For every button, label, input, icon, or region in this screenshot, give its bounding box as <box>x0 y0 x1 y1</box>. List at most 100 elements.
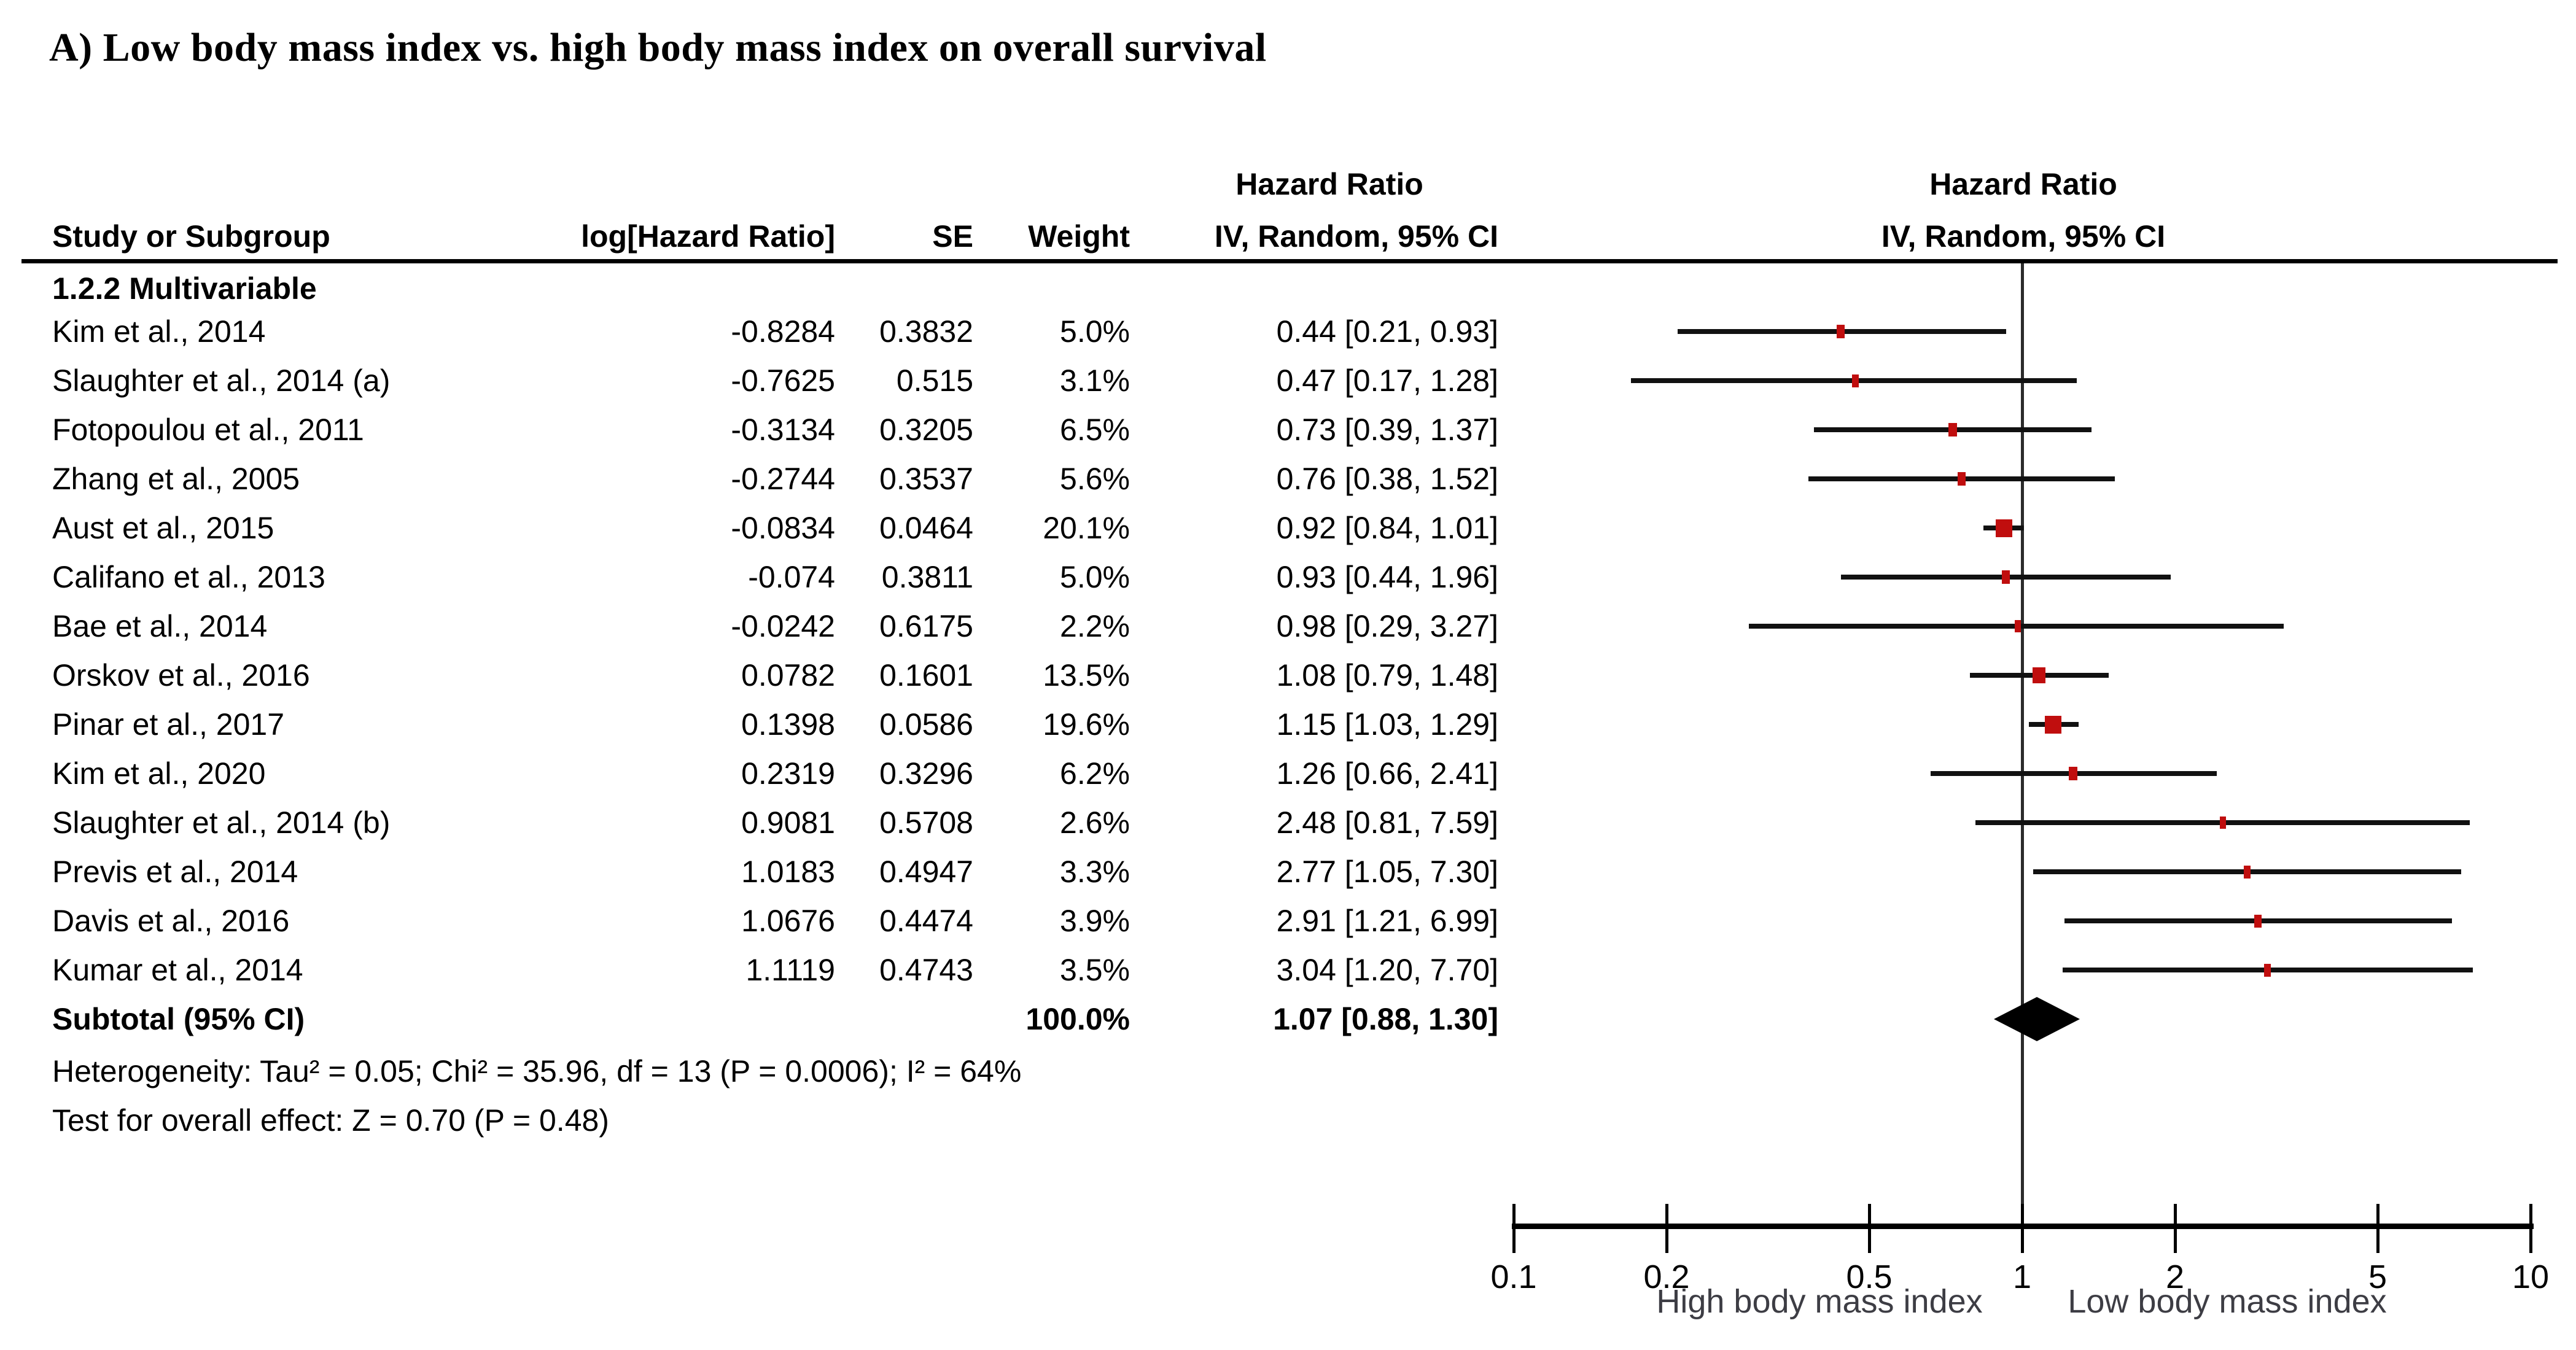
effect-marker <box>2002 570 2010 584</box>
overall-effect-line: Test for overall effect: Z = 0.70 (P = 0… <box>52 1103 609 1138</box>
effect-marker <box>1837 325 1845 338</box>
study-se: 0.3296 <box>879 756 973 791</box>
study-ci: 0.76 [0.38, 1.52] <box>1276 462 1498 496</box>
study-se: 0.3811 <box>881 560 973 594</box>
study-row: Slaughter et al., 2014 (a) -0.7625 0.515 3.… <box>0 356 1535 405</box>
study-row: Previs et al., 2014 1.0183 0.4947 3.3% 2.77 … <box>0 847 1535 896</box>
subtotal-ci: 1.07 [0.88, 1.30] <box>1273 1002 1498 1036</box>
study-loghr: -0.3134 <box>731 413 835 447</box>
effect-marker <box>2045 716 2061 734</box>
study-se: 0.0464 <box>879 511 973 545</box>
column-header-study: Study or Subgroup <box>52 219 330 254</box>
effect-marker <box>2264 964 2271 977</box>
study-name: Davis et al., 2016 <box>52 904 290 938</box>
study-loghr: 0.0782 <box>741 658 835 692</box>
axis-tick <box>1665 1204 1668 1253</box>
study-ci: 3.04 [1.20, 7.70] <box>1276 953 1498 987</box>
study-name: Orskov et al., 2016 <box>52 658 310 692</box>
study-se: 0.3832 <box>879 314 973 349</box>
study-name: Fotopoulou et al., 2011 <box>52 413 364 447</box>
study-se: 0.6175 <box>879 609 973 643</box>
study-ci: 0.98 [0.29, 3.27] <box>1276 609 1498 643</box>
study-row: Slaughter et al., 2014 (b) 0.9081 0.5708 2.… <box>0 798 1535 847</box>
column-header-hazard-ratio-values: Hazard Ratio <box>1235 167 1423 201</box>
effect-marker <box>1958 472 1966 486</box>
column-header-hazard-ratio-plot: Hazard Ratio <box>1929 167 2117 201</box>
study-loghr: -0.7625 <box>731 363 835 398</box>
axis-tick <box>2376 1204 2379 1253</box>
study-loghr: -0.0834 <box>731 511 835 545</box>
figure-title: A) Low body mass index vs. high body mas… <box>49 25 1267 70</box>
study-ci: 1.26 [0.66, 2.41] <box>1276 756 1498 791</box>
effect-marker <box>1996 519 2012 537</box>
study-row: Orskov et al., 2016 0.0782 0.1601 13.5% 1.08… <box>0 651 1535 700</box>
study-row: Pinar et al., 2017 0.1398 0.0586 19.6% 1.15 … <box>0 700 1535 749</box>
header-rule <box>21 259 2558 263</box>
subtotal-row: Subtotal (95% CI) 100.0% 1.07 [0.88, 1.30] <box>0 995 1535 1044</box>
study-weight: 3.3% <box>1060 855 1130 889</box>
axis-label-left: High body mass index <box>1656 1283 1983 1320</box>
study-weight: 3.1% <box>1060 363 1130 398</box>
study-loghr: 1.1119 <box>745 953 835 987</box>
study-weight: 2.2% <box>1060 609 1130 643</box>
study-ci: 1.08 [0.79, 1.48] <box>1276 658 1498 692</box>
axis-tick <box>2021 1204 2024 1253</box>
effect-marker <box>2220 817 2226 829</box>
study-weight: 20.1% <box>1043 511 1130 545</box>
subtotal-diamond <box>1994 997 2080 1041</box>
study-ci: 0.44 [0.21, 0.93] <box>1276 314 1498 349</box>
study-row: Davis et al., 2016 1.0676 0.4474 3.9% 2.91 [… <box>0 896 1535 945</box>
subgroup-label: 1.2.2 Multivariable <box>52 271 317 306</box>
axis-tick-label: 5 <box>2368 1259 2387 1295</box>
study-name: Kumar et al., 2014 <box>52 953 303 987</box>
plot-header-model: IV, Random, 95% CI <box>1881 219 2166 254</box>
effect-marker <box>1948 423 1957 436</box>
study-loghr: 1.0183 <box>741 855 835 889</box>
effect-marker <box>2254 915 2262 928</box>
null-effect-line <box>2021 263 2024 1252</box>
axis-tick <box>1868 1204 1871 1253</box>
axis-tick-label: 0.2 <box>1643 1259 1690 1295</box>
effect-marker <box>2244 866 2251 879</box>
study-name: Kim et al., 2020 <box>52 756 266 791</box>
column-header-ci: IV, Random, 95% CI <box>1214 219 1498 254</box>
study-se: 0.4947 <box>879 855 973 889</box>
study-ci: 0.47 [0.17, 1.28] <box>1276 363 1498 398</box>
axis-tick <box>2174 1204 2177 1253</box>
axis-tick-label: 2 <box>2165 1259 2185 1295</box>
study-weight: 5.0% <box>1060 314 1130 349</box>
study-row: Fotopoulou et al., 2011 -0.3134 0.3205 6.5%… <box>0 405 1535 454</box>
study-weight: 3.9% <box>1060 904 1130 938</box>
study-ci: 0.73 [0.39, 1.37] <box>1276 413 1498 447</box>
study-name: Pinar et al., 2017 <box>52 707 285 742</box>
axis-tick <box>1512 1204 1516 1253</box>
column-header-weight: Weight <box>1028 219 1130 254</box>
study-loghr: -0.0242 <box>731 609 835 643</box>
study-loghr: -0.074 <box>748 560 835 594</box>
study-loghr: 0.9081 <box>741 805 835 840</box>
study-ci: 1.15 [1.03, 1.29] <box>1276 707 1498 742</box>
study-name: Previs et al., 2014 <box>52 855 298 889</box>
column-header-se: SE <box>932 219 973 254</box>
subtotal-weight: 100.0% <box>1025 1002 1130 1036</box>
study-row: Kumar et al., 2014 1.1119 0.4743 3.5% 3.04 [… <box>0 945 1535 995</box>
study-loghr: -0.2744 <box>731 462 835 496</box>
study-weight: 5.0% <box>1060 560 1130 594</box>
study-se: 0.515 <box>896 363 973 398</box>
column-header-loghr: log[Hazard Ratio] <box>581 219 835 254</box>
study-weight: 19.6% <box>1043 707 1130 742</box>
study-ci: 2.91 [1.21, 6.99] <box>1276 904 1498 938</box>
study-weight: 6.2% <box>1060 756 1130 791</box>
subtotal-label: Subtotal (95% CI) <box>52 1002 305 1036</box>
study-weight: 3.5% <box>1060 953 1130 987</box>
study-weight: 13.5% <box>1043 658 1130 692</box>
study-ci: 0.92 [0.84, 1.01] <box>1276 511 1498 545</box>
study-name: Zhang et al., 2005 <box>52 462 300 496</box>
study-weight: 5.6% <box>1060 462 1130 496</box>
axis-tick-label: 0.5 <box>1846 1259 1893 1295</box>
column-header-row: Study or Subgroup log[Hazard Ratio] SE W… <box>0 212 1535 261</box>
study-name: Kim et al., 2014 <box>52 314 266 349</box>
study-ci: 0.93 [0.44, 1.96] <box>1276 560 1498 594</box>
study-loghr: -0.8284 <box>731 314 835 349</box>
